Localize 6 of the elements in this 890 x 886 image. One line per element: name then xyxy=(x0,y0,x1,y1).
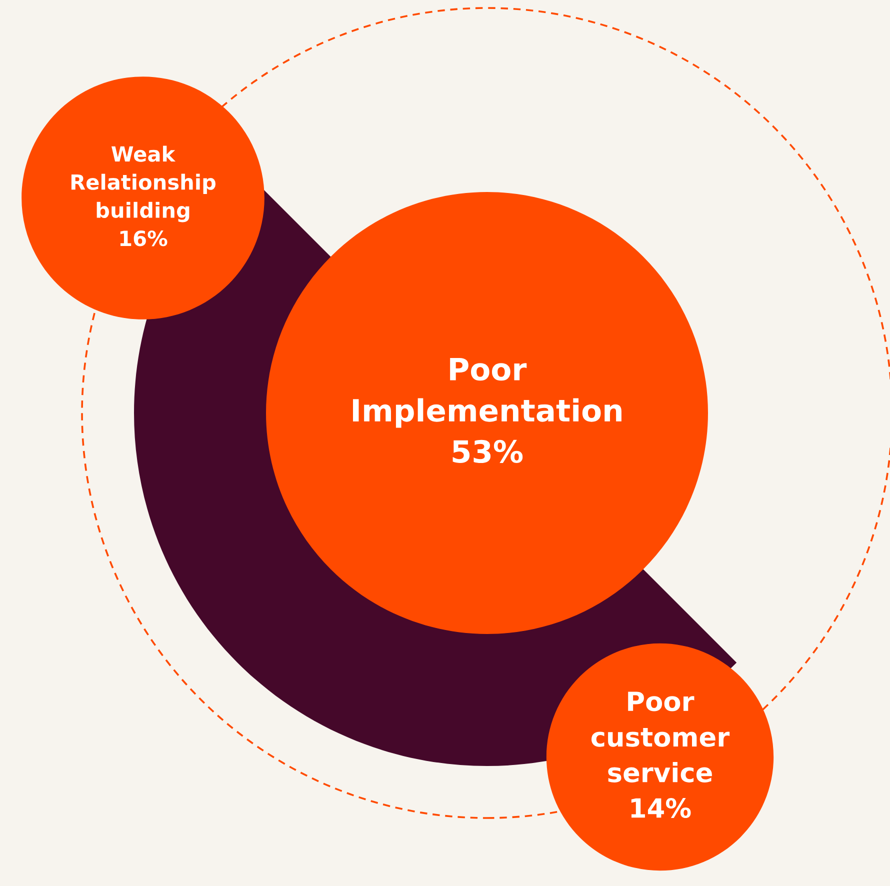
data-label: 53% xyxy=(452,440,523,464)
category-label: Weak Relationship building xyxy=(71,146,216,222)
data-label: 14% xyxy=(631,798,691,818)
data-label: 16% xyxy=(120,230,168,246)
category-label: Poor customer service xyxy=(591,692,730,782)
category-label: Poor Implementation xyxy=(352,358,622,428)
